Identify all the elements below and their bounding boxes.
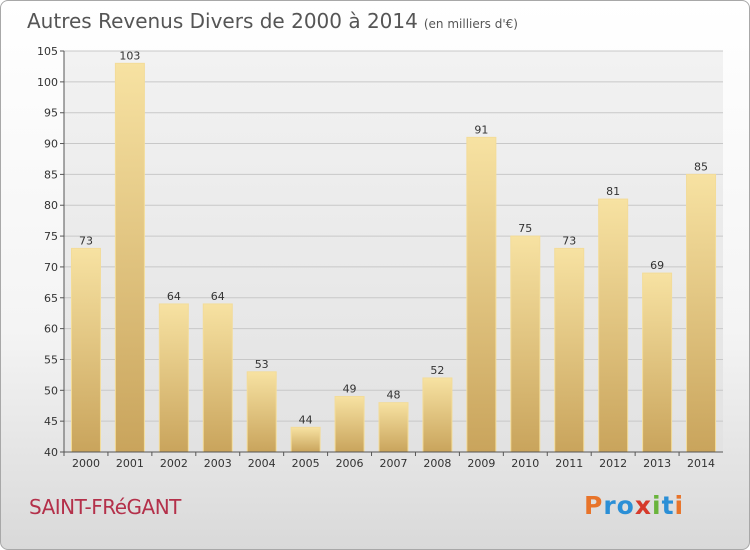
bar-value-label: 53 bbox=[255, 358, 269, 371]
y-tick-label: 80 bbox=[44, 199, 58, 212]
y-tick-label: 95 bbox=[44, 107, 58, 120]
x-tick-label: 2004 bbox=[248, 457, 276, 470]
bar-value-label: 49 bbox=[343, 382, 357, 395]
x-tick-label: 2010 bbox=[511, 457, 539, 470]
bar-value-label: 73 bbox=[79, 234, 93, 247]
bar-series: 73 103 64 64 53 44 49 48 52 91 75 73 81 69 85 bbox=[70, 49, 717, 453]
bar-value-label: 81 bbox=[606, 185, 620, 198]
bar-value-label: 52 bbox=[430, 364, 444, 377]
chart-title: Autres Revenus Divers de 2000 à 2014 (en … bbox=[27, 9, 518, 33]
y-tick-label: 40 bbox=[44, 446, 58, 459]
x-axis-labels: 2000 2001 2002 2003 2004 2005 2006 2007 2008 2009… bbox=[63, 452, 715, 470]
proxiti-logo: Proxiti bbox=[584, 491, 684, 520]
chart-subtitle: (en milliers d'€) bbox=[423, 17, 518, 31]
bar-value-label: 75 bbox=[518, 222, 532, 235]
x-tick-label: 2014 bbox=[687, 457, 715, 470]
bar-2014 bbox=[686, 173, 717, 453]
y-tick-label: 90 bbox=[44, 138, 58, 151]
bar-2011 bbox=[554, 247, 585, 453]
logo-letter: i bbox=[674, 491, 685, 520]
x-tick-label: 2001 bbox=[116, 457, 144, 470]
y-tick-label: 100 bbox=[37, 76, 58, 89]
x-tick-label: 2005 bbox=[292, 457, 320, 470]
bar-2003 bbox=[202, 303, 233, 453]
x-tick-label: 2003 bbox=[204, 457, 232, 470]
bar-value-label: 91 bbox=[474, 123, 488, 136]
bar-2002 bbox=[158, 303, 189, 453]
bar-value-label: 69 bbox=[650, 259, 664, 272]
bar-value-label: 85 bbox=[694, 160, 708, 173]
bar-value-label: 48 bbox=[387, 389, 401, 402]
y-tick-label: 65 bbox=[44, 292, 58, 305]
x-tick-label: 2007 bbox=[380, 457, 408, 470]
bar-2004 bbox=[246, 371, 277, 453]
bar-2007 bbox=[378, 402, 409, 453]
y-tick-label: 55 bbox=[44, 353, 58, 366]
y-tick-label: 45 bbox=[44, 415, 58, 428]
bar-2001 bbox=[114, 62, 145, 453]
bar-value-label: 103 bbox=[119, 49, 140, 62]
logo-letter: r bbox=[603, 491, 617, 520]
x-tick-label: 2011 bbox=[555, 457, 583, 470]
bar-2000 bbox=[70, 247, 101, 453]
x-tick-label: 2012 bbox=[599, 457, 627, 470]
x-tick-label: 2008 bbox=[423, 457, 451, 470]
logo-letter: t bbox=[661, 491, 675, 520]
logo-letter: i bbox=[652, 491, 662, 520]
x-tick-label: 2013 bbox=[643, 457, 671, 470]
bar-2013 bbox=[642, 272, 673, 453]
bar-2006 bbox=[334, 395, 365, 453]
bar-2010 bbox=[510, 235, 541, 453]
y-tick-label: 60 bbox=[44, 323, 58, 336]
bar-value-label: 64 bbox=[211, 290, 225, 303]
bar-value-label: 64 bbox=[167, 290, 181, 303]
logo-letter: P bbox=[584, 491, 604, 520]
commune-name: SAINT-FRéGANT bbox=[29, 495, 181, 519]
x-tick-label: 2006 bbox=[336, 457, 364, 470]
logo-letter: o bbox=[616, 491, 635, 520]
chart-title-main: Autres Revenus Divers de 2000 à 2014 bbox=[27, 9, 418, 33]
bar-2008 bbox=[422, 377, 453, 453]
y-tick-label: 75 bbox=[44, 230, 58, 243]
bar-2009 bbox=[466, 136, 497, 453]
y-tick-label: 105 bbox=[37, 45, 58, 58]
y-tick-label: 85 bbox=[44, 168, 58, 181]
bar-value-label: 73 bbox=[562, 234, 576, 247]
bar-2005 bbox=[290, 426, 321, 453]
x-tick-label: 2002 bbox=[160, 457, 188, 470]
bar-value-label: 44 bbox=[299, 413, 313, 426]
logo-letter: x bbox=[634, 491, 652, 520]
y-tick-label: 70 bbox=[44, 261, 58, 274]
y-tick-label: 50 bbox=[44, 384, 58, 397]
x-tick-label: 2009 bbox=[467, 457, 495, 470]
x-tick-label: 2000 bbox=[72, 457, 100, 470]
bar-2012 bbox=[598, 198, 629, 453]
y-axis-labels: 40 45 50 55 60 65 70 75 80 85 90 95 100 105 bbox=[37, 45, 64, 459]
